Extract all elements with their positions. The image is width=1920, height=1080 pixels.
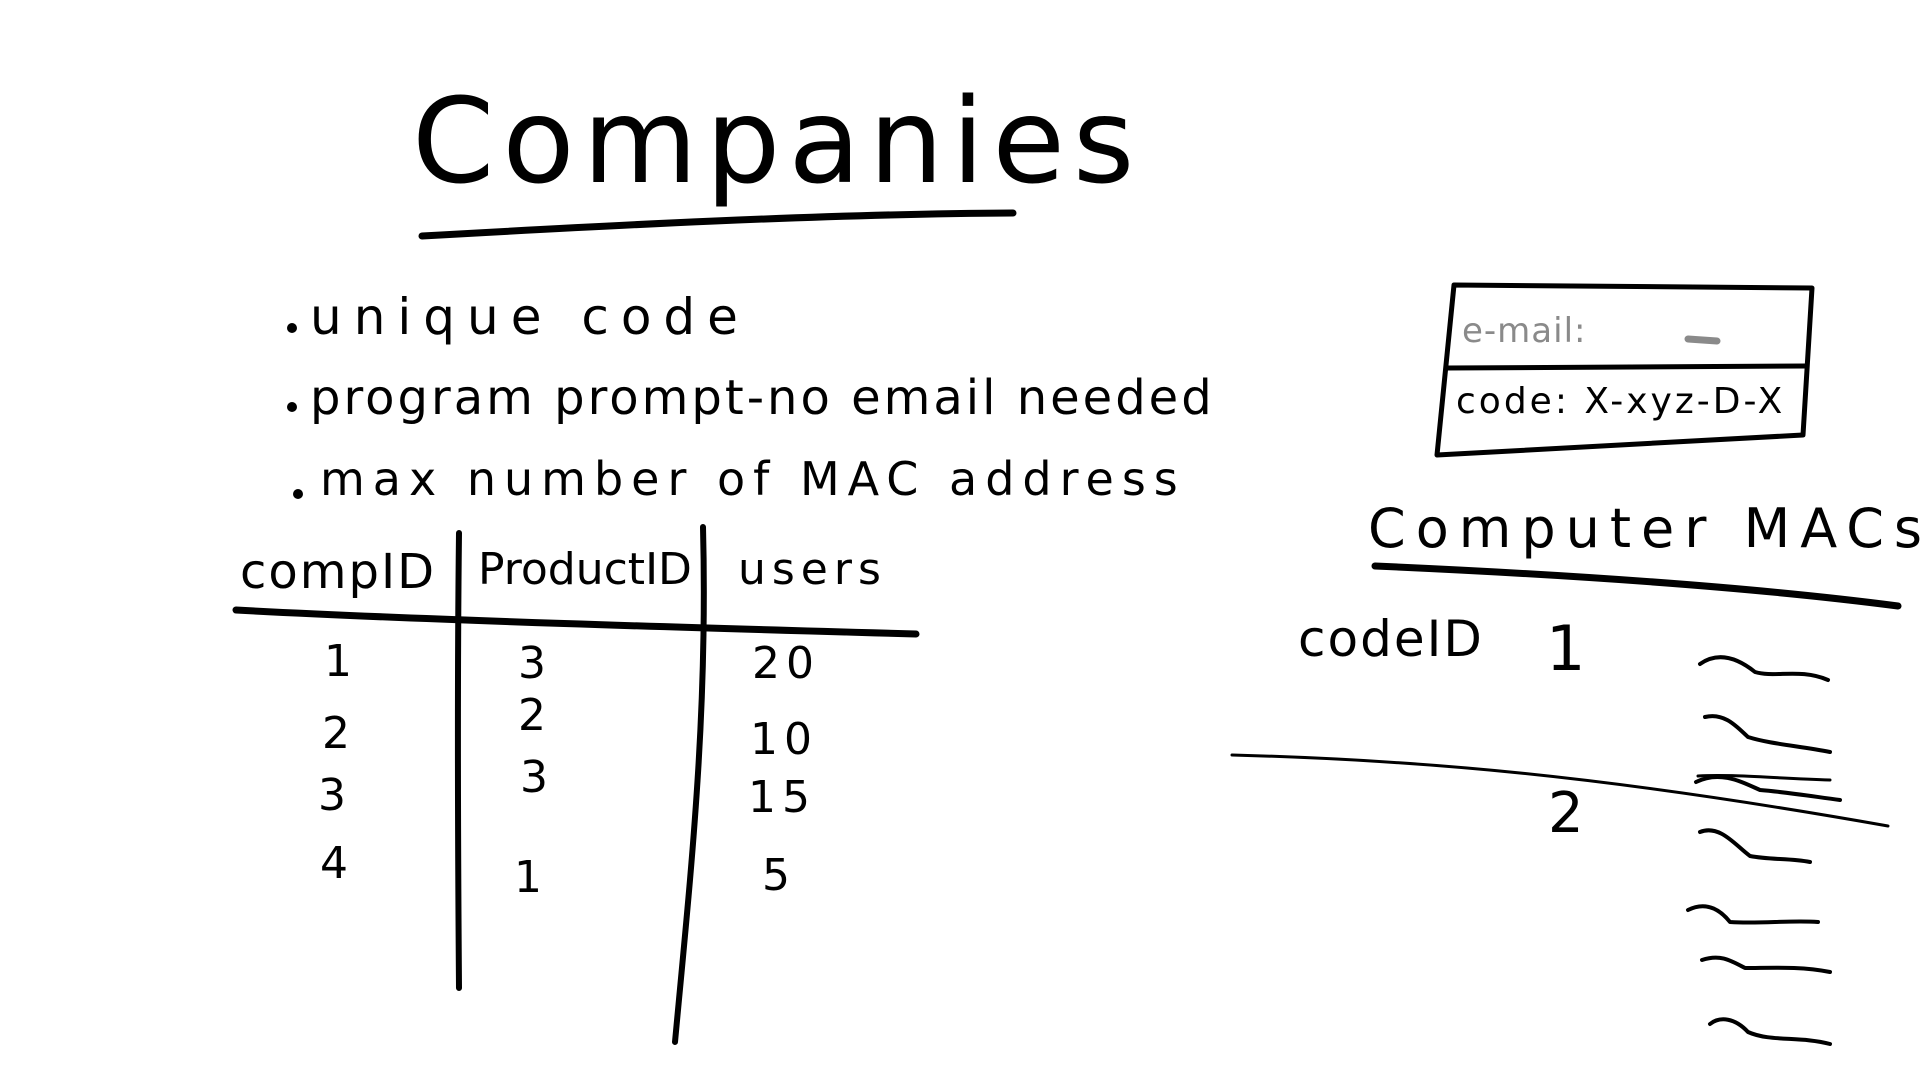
macs-title-underline bbox=[1371, 562, 1902, 610]
table-cell-productid: 3 bbox=[520, 752, 548, 803]
code-id-group-2: 2 bbox=[1548, 781, 1588, 846]
mac-entry-scribble bbox=[1708, 1017, 1832, 1046]
email-field-blank bbox=[1684, 335, 1721, 345]
bullet-dot bbox=[287, 323, 297, 333]
table-cell-users: 5 bbox=[762, 850, 790, 901]
login-box-divider bbox=[1444, 363, 1810, 371]
code-field: code: X-xyz-D-X bbox=[1456, 381, 1786, 422]
mac-entry-scribble bbox=[1698, 655, 1830, 682]
bullet-dot bbox=[293, 489, 303, 499]
bullet-unique-code: unique code bbox=[310, 288, 750, 346]
page-title: Companies bbox=[412, 72, 1143, 210]
table-header-rule bbox=[232, 606, 920, 638]
macs-group-separator bbox=[1230, 753, 1890, 828]
table-cell-users: 20 bbox=[752, 638, 820, 689]
table-divider-1 bbox=[454, 530, 462, 991]
bullet-dot bbox=[287, 402, 297, 412]
mac-entry-scribble bbox=[1686, 904, 1820, 925]
table-cell-users: 15 bbox=[748, 772, 816, 823]
mac-entry-scribble bbox=[1703, 714, 1832, 754]
table-cell-productid: 1 bbox=[514, 852, 542, 903]
table-cell-users: 10 bbox=[750, 714, 818, 765]
table-header-users: users bbox=[738, 544, 887, 595]
mac-entry-scribble bbox=[1696, 773, 1832, 782]
mac-entry-scribble bbox=[1700, 955, 1832, 974]
table-header-productid: ProductID bbox=[478, 544, 692, 595]
bullet-program-prompt: program prompt-no email needed bbox=[310, 370, 1215, 426]
login-box-frame bbox=[1434, 282, 1815, 458]
table-cell-compid: 4 bbox=[320, 838, 348, 889]
table-cell-productid: 2 bbox=[518, 690, 546, 741]
title-underline bbox=[418, 209, 1017, 240]
computer-macs-title: Computer MACs bbox=[1368, 497, 1920, 560]
table-divider-2 bbox=[672, 524, 707, 1045]
code-id-group-1: 1 bbox=[1546, 612, 1590, 685]
codeid-label: codeID bbox=[1298, 610, 1484, 668]
mac-entry-scribble bbox=[1698, 828, 1812, 864]
table-cell-compid: 3 bbox=[318, 770, 346, 821]
table-cell-productid: 3 bbox=[518, 638, 546, 689]
email-field-label: e-mail: bbox=[1462, 311, 1587, 351]
table-header-compid: compID bbox=[240, 544, 437, 600]
bullet-max-mac: max number of MAC address bbox=[320, 452, 1186, 506]
table-cell-compid: 1 bbox=[324, 636, 352, 687]
table-cell-compid: 2 bbox=[322, 708, 350, 759]
